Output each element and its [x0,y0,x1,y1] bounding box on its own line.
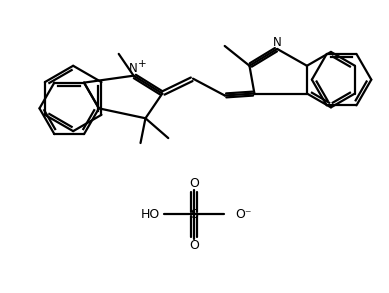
Text: O⁻: O⁻ [236,208,252,221]
Text: +: + [138,59,147,69]
Text: O: O [189,239,199,252]
Text: S: S [190,208,198,221]
Text: N: N [273,35,282,49]
Text: N: N [129,62,138,75]
Text: O: O [189,177,199,190]
Text: HO: HO [141,208,160,221]
